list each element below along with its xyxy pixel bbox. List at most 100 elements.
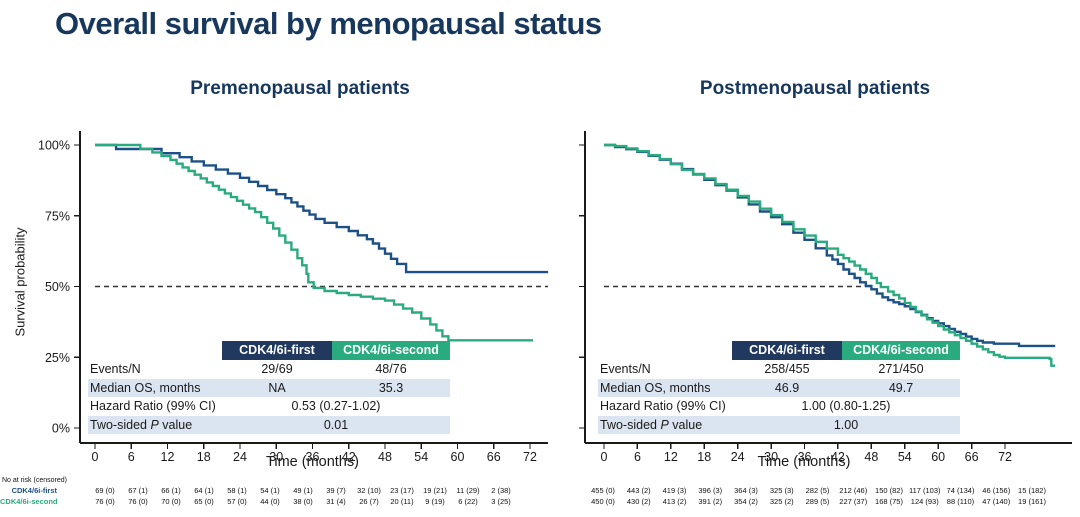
- stats-value-merged: 0.01: [222, 415, 450, 434]
- km-plot-postmenopausal: 0 6 12 18 24 30 36 42 48 54 60 66 72: [579, 131, 1072, 464]
- x-tick-label: 60: [931, 450, 945, 464]
- panel-title-premenopausal: Premenopausal patients: [190, 78, 410, 99]
- at-risk-value: 282 (5): [805, 486, 830, 495]
- x-tick-label: 24: [233, 450, 247, 464]
- at-risk-value: 76 (0): [95, 497, 115, 506]
- at-risk-value: 364 (3): [734, 486, 758, 495]
- at-risk-value: 117 (103): [908, 486, 941, 495]
- at-risk-value: 443 (2): [626, 486, 651, 495]
- panel-title-postmenopausal: Postmenopausal patients: [699, 78, 931, 99]
- at-risk-value: 66 (1): [161, 486, 181, 495]
- at-risk-value: 65 (0): [194, 497, 214, 506]
- at-risk-value: 67 (1): [128, 486, 148, 495]
- at-risk-value: 31 (4): [326, 497, 346, 506]
- stats-value: 48/76: [375, 362, 407, 376]
- x-tick-label: 42: [831, 450, 845, 464]
- y-tick-label: 0%: [52, 422, 70, 436]
- x-tick-label: 12: [161, 450, 175, 464]
- at-risk-value: 74 (134): [946, 486, 975, 495]
- stats-value: 46.9: [732, 378, 842, 397]
- x-tick-label: 0: [601, 450, 608, 464]
- km-plot-premenopausal: 0 6 12 18 24 30 36 42 48 54 60 66 72 100% 75% 50% 25% 0%: [38, 131, 549, 464]
- stats-row-label: Two-sided P value: [598, 415, 732, 434]
- at-risk-value: 46 (156): [982, 486, 1011, 495]
- at-risk-value: 32 (10): [357, 486, 381, 495]
- x-tick-label: 6: [634, 450, 641, 464]
- y-tick-label: 25%: [45, 351, 70, 365]
- at-risk-value: 419 (3): [662, 486, 687, 495]
- at-risk-value: 430 (2): [626, 497, 651, 506]
- at-risk-value: 325 (3): [769, 486, 794, 495]
- at-risk-value: 69 (0): [95, 486, 115, 495]
- at-risk-row-label: CDK4/6i-second: [0, 497, 58, 506]
- at-risk-value: 19 (161): [1018, 497, 1046, 506]
- at-risk-value: 9 (19): [425, 497, 445, 506]
- x-tick-label: 24: [731, 450, 745, 464]
- at-risk-value: 413 (2): [662, 497, 687, 506]
- at-risk-value: 396 (3): [698, 486, 723, 495]
- stats-row-label: Events/N: [600, 362, 651, 376]
- stats-value: 49.7: [842, 378, 960, 397]
- stats-value-merged: 1.00 (0.80-1.25): [801, 399, 891, 413]
- x-tick-label: 18: [697, 450, 711, 464]
- survival-curve-first: [604, 143, 1056, 348]
- at-risk-value: 124 (93): [910, 497, 939, 506]
- x-tick-label: 60: [451, 450, 465, 464]
- x-tick-label: 6: [128, 450, 135, 464]
- at-risk-value: 450 (0): [591, 497, 615, 506]
- x-tick-label: 12: [664, 450, 678, 464]
- x-tick-label: 66: [965, 450, 979, 464]
- at-risk-value: 23 (17): [390, 486, 414, 495]
- stats-col-header: CDK4/6i-second: [842, 341, 960, 360]
- at-risk-value: 38 (0): [293, 497, 313, 506]
- at-risk-value: 39 (7): [326, 486, 346, 495]
- stats-row-label: Median OS, months: [88, 378, 222, 397]
- stats-col-header: CDK4/6i-first: [732, 341, 842, 360]
- stats-col-header: CDK4/6i-first: [222, 341, 332, 360]
- x-tick-label: 0: [92, 450, 99, 464]
- stats-grid: CDK4/6i-first CDK4/6i-second Events/N 29/69…: [88, 341, 450, 434]
- at-risk-value: 11 (29): [456, 486, 480, 495]
- at-risk-value: 44 (0): [260, 497, 280, 506]
- at-risk-value: 391 (2): [698, 497, 723, 506]
- stats-value-merged: 1.00: [732, 415, 960, 434]
- y-tick-label: 50%: [45, 280, 70, 294]
- x-tick-label: 36: [306, 450, 320, 464]
- at-risk-value: 26 (7): [359, 497, 379, 506]
- stats-value: 271/450: [878, 362, 924, 376]
- x-tick-label: 54: [898, 450, 912, 464]
- at-risk-value: 15 (182): [1018, 486, 1046, 495]
- x-tick-label: 48: [864, 450, 878, 464]
- stats-value: 29/69: [261, 362, 293, 376]
- stats-col-header: CDK4/6i-second: [332, 341, 450, 360]
- at-risk-value: 6 (22): [458, 497, 478, 506]
- at-risk-value: 70 (0): [161, 497, 181, 506]
- at-risk-value: 168 (75): [875, 497, 903, 506]
- y-tick-label: 100%: [38, 139, 70, 153]
- stats-row-label: Two-sided P value: [88, 415, 222, 434]
- at-risk-value: 88 (110): [946, 497, 975, 506]
- at-risk-value: 49 (1): [293, 486, 313, 495]
- at-risk-value: 76 (0): [128, 497, 148, 506]
- x-tick-label: 48: [378, 450, 392, 464]
- stats-value: 258/455: [764, 362, 810, 376]
- slide-title: Overall survival by menopausal status: [55, 6, 602, 41]
- at-risk-value: 58 (1): [227, 486, 247, 495]
- stats-row-label: Events/N: [90, 362, 141, 376]
- y-tick-label: 75%: [45, 209, 70, 223]
- survival-curve-second: [95, 143, 533, 342]
- stats-row-label: Median OS, months: [598, 378, 732, 397]
- at-risk-value: 212 (46): [839, 486, 868, 495]
- x-tick-label: 54: [414, 450, 428, 464]
- at-risk-value: 64 (1): [194, 486, 214, 495]
- x-tick-label: 36: [798, 450, 812, 464]
- at-risk-value: 325 (2): [769, 497, 794, 506]
- x-axis-label-premenopausal: Time (months): [266, 454, 359, 470]
- x-tick-label: 30: [269, 450, 283, 464]
- x-tick-label: 72: [523, 450, 537, 464]
- at-risk-value: 20 (11): [390, 497, 414, 506]
- x-tick-label: 72: [998, 450, 1012, 464]
- at-risk-value: 19 (21): [423, 486, 447, 495]
- stats-row-label: Hazard Ratio (99% CI): [600, 399, 726, 413]
